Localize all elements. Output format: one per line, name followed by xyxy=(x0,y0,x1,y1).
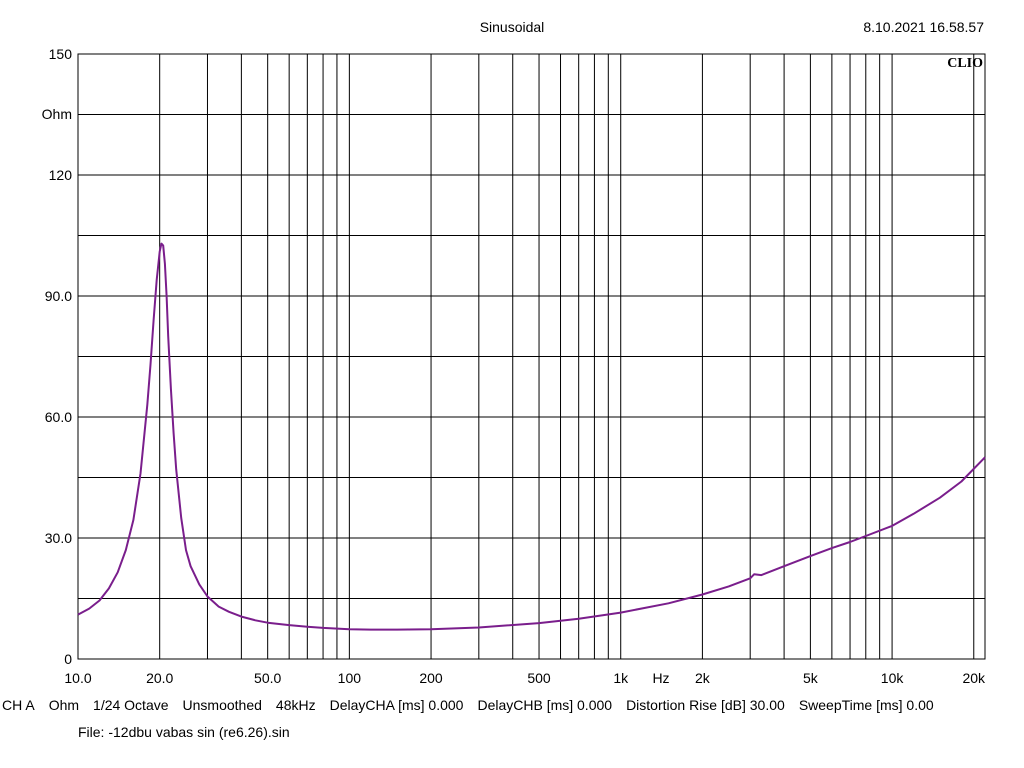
status-item: Unsmoothed xyxy=(182,697,262,713)
y-tick-label: 150 xyxy=(49,46,73,62)
impedance-chart: 150 120 90.0 60.0 30.0 0 10.0 20.0 50.0 100 200 50… xyxy=(42,46,986,686)
plot-area xyxy=(77,53,986,660)
status-item: DelayCHB [ms] 0.000 xyxy=(477,697,613,713)
clio-logo: CLIO xyxy=(947,56,983,71)
x-tick-label: 500 xyxy=(527,670,551,686)
y-tick-label: 30.0 xyxy=(45,530,72,546)
status-item: DelayCHA [ms] 0.000 xyxy=(329,697,464,713)
status-bar: CH A Ohm 1/24 Octave Unsmoothed 48kHz DelayCH… xyxy=(2,697,948,713)
y-tick-label: 90.0 xyxy=(45,288,72,304)
y-tick-labels: 150 120 90.0 60.0 30.0 0 xyxy=(45,46,72,667)
x-tick-labels: 10.0 20.0 50.0 100 200 500 1k 2k 5k 10k 20k xyxy=(64,670,986,686)
x-tick-label: 5k xyxy=(803,670,819,686)
x-tick-label: 50.0 xyxy=(254,670,281,686)
y-tick-label: 120 xyxy=(49,167,73,183)
x-tick-label: 10.0 xyxy=(64,670,91,686)
status-item: CH A xyxy=(2,697,35,713)
status-item: 48kHz xyxy=(275,697,316,713)
file-name: File: -12dbu vabas sin (re6.26).sin xyxy=(78,724,290,740)
x-axis-label: Hz xyxy=(652,670,669,686)
grid xyxy=(78,54,985,659)
x-tick-label: 2k xyxy=(695,670,711,686)
y-axis-label: Ohm xyxy=(42,106,72,122)
x-tick-label: 10k xyxy=(881,670,905,686)
x-tick-label: 1k xyxy=(613,670,629,686)
x-tick-label: 200 xyxy=(419,670,443,686)
status-item: SweepTime [ms] 0.00 xyxy=(798,697,934,713)
y-tick-label: 60.0 xyxy=(45,409,72,425)
x-tick-label: 100 xyxy=(338,670,362,686)
timestamp: 8.10.2021 16.58.57 xyxy=(863,19,984,35)
y-tick-label: 0 xyxy=(64,651,72,667)
impedance-curve xyxy=(77,242,986,631)
status-item: 1/24 Octave xyxy=(93,697,169,713)
chart-title: Sinusoidal xyxy=(479,19,545,35)
x-tick-label: 20k xyxy=(962,670,986,686)
status-item: Distortion Rise [dB] 30.00 xyxy=(626,697,785,713)
x-tick-label: 20.0 xyxy=(146,670,173,686)
status-item: Ohm xyxy=(48,697,80,713)
